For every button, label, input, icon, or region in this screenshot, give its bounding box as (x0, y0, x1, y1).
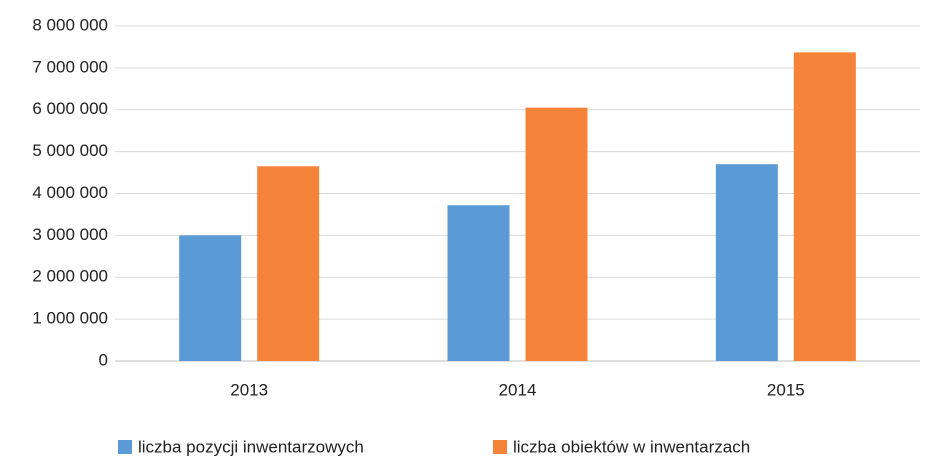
y-tick-label: 7 000 000 (32, 57, 108, 76)
y-tick-label: 4 000 000 (32, 183, 108, 202)
y-tick-label: 1 000 000 (32, 309, 108, 328)
x-tick-label: 2013 (230, 380, 268, 399)
bar (179, 235, 242, 361)
bar (257, 166, 320, 361)
bar (525, 107, 588, 361)
legend-swatch (118, 440, 132, 454)
y-tick-label: 5 000 000 (32, 141, 108, 160)
y-tick-label: 6 000 000 (32, 99, 108, 118)
y-tick-label: 0 (99, 350, 108, 369)
y-tick-label: 3 000 000 (32, 225, 108, 244)
legend-label: liczba obiektów w inwentarzach (513, 437, 750, 456)
x-tick-label: 2015 (767, 380, 805, 399)
legend-label: liczba pozycji inwentarzowych (138, 437, 364, 456)
bar (793, 52, 856, 361)
y-tick-label: 8 000 000 (32, 15, 108, 34)
bar (715, 164, 778, 361)
x-tick-label: 2014 (499, 380, 537, 399)
bar (447, 205, 510, 361)
y-tick-label: 2 000 000 (32, 267, 108, 286)
legend-swatch (493, 440, 507, 454)
